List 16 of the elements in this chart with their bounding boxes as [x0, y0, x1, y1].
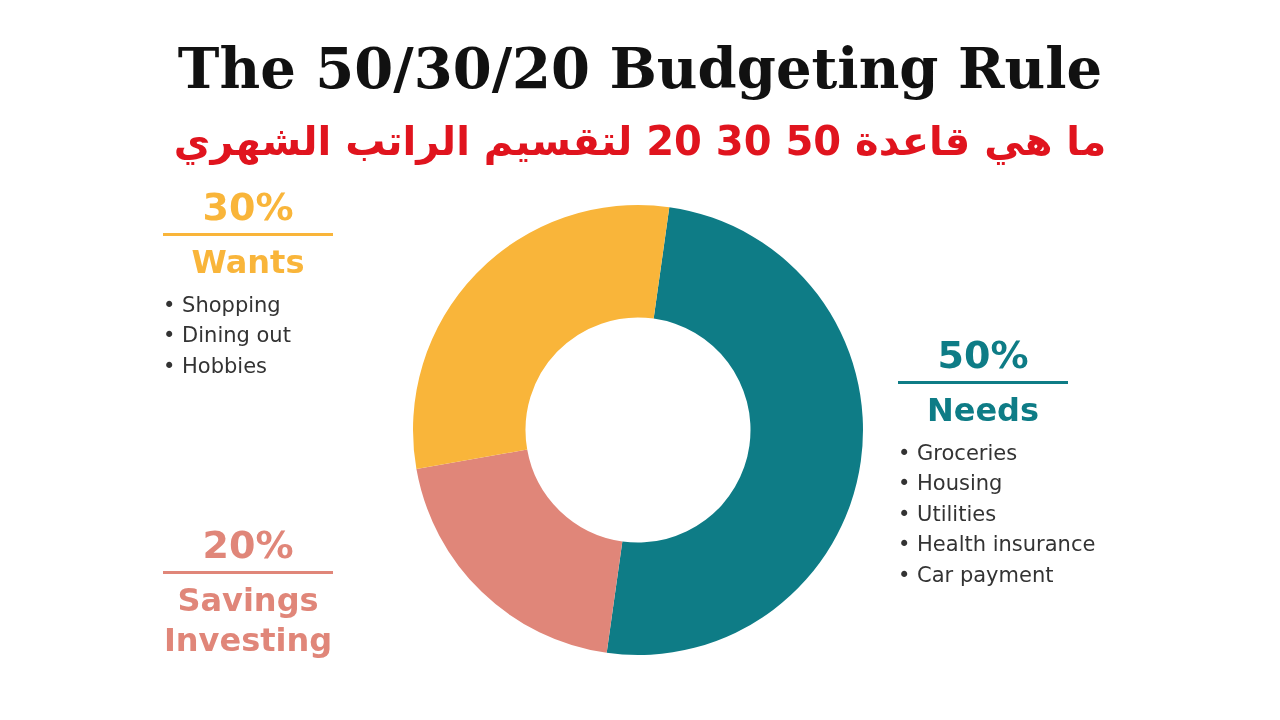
chart-title: The 50/30/20 Budgeting Rule — [176, 35, 1104, 101]
data-label: 20% — [163, 523, 333, 575]
text: • Groceries — [898, 440, 1018, 465]
text: • Housing — [898, 471, 1003, 496]
text: • Utilities — [898, 501, 997, 526]
text: • Dining out — [163, 323, 291, 348]
slice-label: Needs — [925, 389, 1041, 430]
slice-label: Savings Investing — [163, 580, 333, 661]
slice-label: Wants — [190, 242, 306, 282]
data-label: 30% — [163, 185, 333, 236]
text: • Health insurance — [898, 532, 1096, 557]
text: • Hobbies — [163, 353, 268, 378]
text: • Car payment — [898, 562, 1054, 587]
text: • Shopping — [163, 293, 281, 317]
data-label: 50% — [898, 332, 1068, 384]
chart-subtitle: ما هي قاعدة 50 30 20 لتقسيم الراتب الشهري — [172, 118, 1108, 164]
